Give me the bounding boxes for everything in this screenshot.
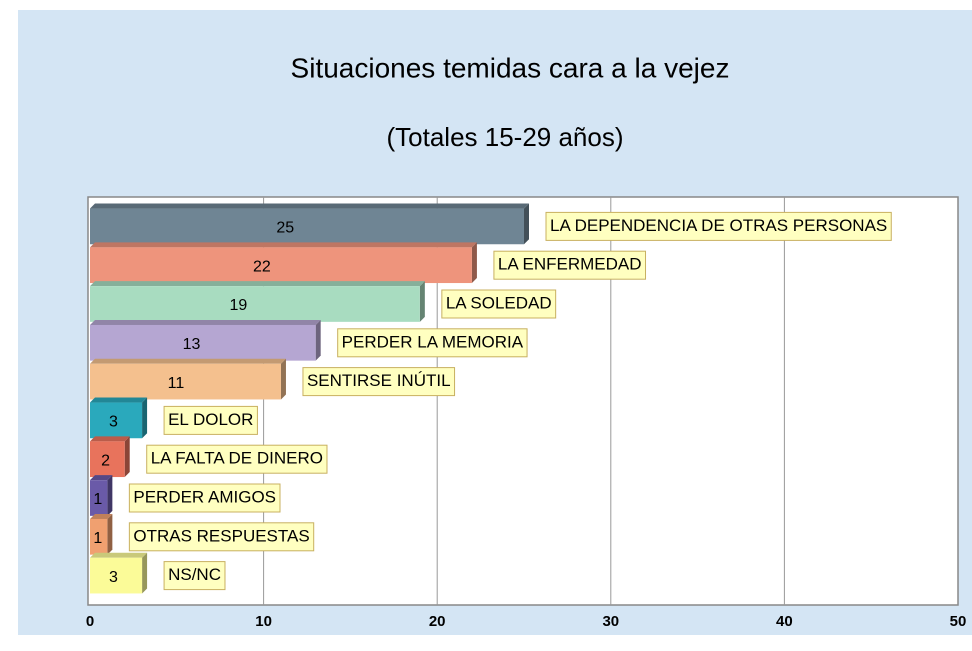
bar-top	[90, 242, 477, 248]
category-label: PERDER AMIGOS	[133, 487, 276, 506]
category-label: LA SOLEDAD	[446, 293, 552, 312]
category-label: LA FALTA DE DINERO	[151, 449, 323, 468]
bar-top	[90, 358, 286, 364]
category-box	[146, 444, 328, 474]
bar	[90, 441, 125, 478]
category-box	[441, 289, 557, 319]
bar	[90, 286, 420, 322]
value-label: 1	[93, 530, 102, 547]
category-label: LA DEPENDENCIA DE OTRAS PERSONAS	[550, 216, 887, 235]
category-box	[163, 561, 226, 591]
bar	[90, 402, 143, 439]
category-box	[128, 483, 281, 513]
category-label: SENTIRSE INÚTIL	[307, 371, 451, 390]
bar	[90, 247, 472, 284]
bar-side	[142, 397, 148, 439]
value-label: 19	[230, 297, 248, 314]
bar-top	[90, 319, 321, 325]
x-tick-label: 10	[255, 613, 272, 630]
category-box	[128, 522, 315, 552]
bar-side	[142, 552, 148, 594]
value-label: 22	[253, 258, 271, 275]
bar	[90, 480, 108, 516]
bar-top	[90, 203, 529, 209]
category-label: NS/NC	[168, 565, 221, 584]
bar-top	[90, 475, 113, 481]
bar	[90, 363, 281, 400]
value-label: 13	[183, 336, 201, 353]
bar-top	[90, 552, 148, 558]
value-label: 3	[109, 414, 118, 431]
category-label: OTRAS RESPUESTAS	[133, 526, 309, 545]
category-box	[163, 405, 258, 435]
bar-side	[124, 436, 130, 478]
bar-side	[107, 475, 113, 516]
bar-top	[90, 281, 425, 287]
value-label: 25	[276, 220, 294, 237]
category-label: PERDER LA MEMORIA	[342, 332, 524, 351]
category-label: EL DOLOR	[168, 410, 253, 429]
category-label: LA ENFERMEDAD	[498, 255, 642, 274]
value-label: 11	[168, 375, 185, 392]
x-tick-label: 50	[950, 613, 967, 630]
chart-subtitle: (Totales 15-29 años)	[386, 122, 623, 152]
bar-side	[107, 513, 113, 555]
value-label: 2	[101, 452, 110, 469]
bar-side	[524, 203, 529, 245]
value-label: 1	[93, 491, 102, 508]
value-label: 3	[109, 569, 118, 586]
bar-top	[90, 513, 113, 519]
bar-top	[90, 436, 130, 442]
bar-top	[90, 397, 148, 403]
category-box	[493, 250, 647, 280]
category-box	[545, 211, 892, 241]
bar	[90, 208, 524, 245]
category-box	[302, 367, 456, 397]
category-box	[337, 328, 528, 358]
bar-side	[315, 319, 321, 361]
x-tick-label: 30	[602, 613, 619, 630]
bar-side	[471, 242, 477, 284]
bar	[90, 324, 316, 361]
x-tick-label: 40	[776, 613, 793, 630]
bar-side	[419, 281, 425, 322]
x-tick-label: 20	[429, 613, 446, 630]
bar-side	[280, 358, 286, 400]
bar	[90, 518, 108, 555]
bar	[90, 557, 143, 594]
x-tick-label: 0	[86, 613, 94, 630]
chart-title: Situaciones temidas cara a la vejez	[291, 52, 730, 83]
